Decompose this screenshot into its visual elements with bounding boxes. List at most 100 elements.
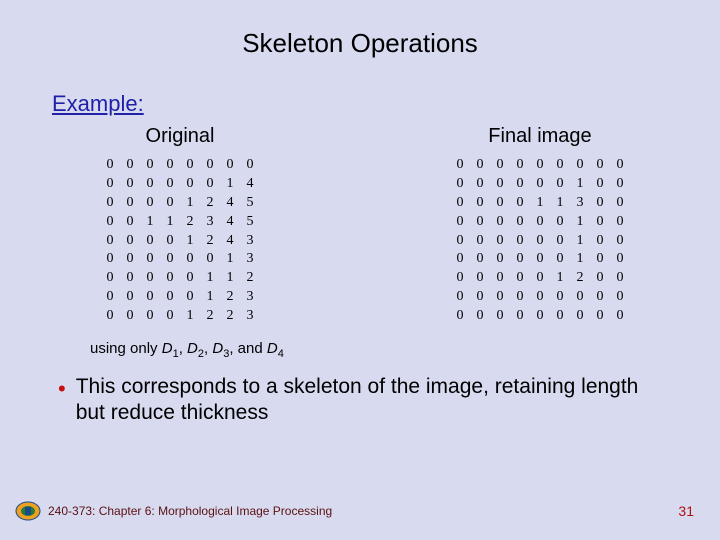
matrix-cell: 0 (490, 232, 510, 251)
matrix-cell: 0 (490, 288, 510, 307)
matrix-cell: 2 (220, 307, 240, 326)
matrix-cell: 0 (610, 307, 630, 326)
matrix-cell: 0 (510, 307, 530, 326)
matrix-cell: 0 (490, 269, 510, 288)
matrix-cell: 0 (470, 194, 490, 213)
matrix-cell: 0 (570, 307, 590, 326)
matrix-cell: 0 (530, 156, 550, 175)
matrix-row: 00000112 (100, 269, 260, 288)
footer-text: 240-373: Chapter 6: Morphological Image … (48, 504, 678, 518)
matrix-cell: 0 (120, 156, 140, 175)
matrix-cell: 1 (180, 194, 200, 213)
matrix-cell: 0 (450, 175, 470, 194)
matrix-row: 00001245 (100, 194, 260, 213)
matrix-cell: 0 (120, 232, 140, 251)
matrix-cell: 3 (240, 250, 260, 269)
matrix-cell: 0 (510, 194, 530, 213)
matrix-cell: 0 (450, 194, 470, 213)
matrix-row: 00001223 (100, 307, 260, 326)
matrix-cell: 3 (240, 307, 260, 326)
matrix-cell: 0 (160, 232, 180, 251)
matrix-cell: 0 (610, 194, 630, 213)
matrix-cell: 3 (240, 288, 260, 307)
matrix-cell: 4 (240, 175, 260, 194)
matrix-cell: 0 (590, 175, 610, 194)
matrix-cell: 0 (120, 288, 140, 307)
matrix-cell: 0 (450, 232, 470, 251)
original-header: Original (0, 125, 360, 148)
matrix-cell: 0 (510, 175, 530, 194)
matrix-cell: 0 (570, 156, 590, 175)
bullet-list: • This corresponds to a skeleton of the … (58, 374, 670, 427)
matrix-row: 000000100 (450, 232, 630, 251)
matrix-cell: 0 (100, 194, 120, 213)
matrix-cell: 1 (550, 269, 570, 288)
matrix-cell: 0 (470, 288, 490, 307)
matrix-cell: 0 (550, 250, 570, 269)
example-label: Example: (52, 91, 720, 117)
matrix-cell: 0 (470, 175, 490, 194)
footer: 240-373: Chapter 6: Morphological Image … (0, 500, 720, 522)
matrix-cell: 0 (510, 288, 530, 307)
matrix-cell: 0 (590, 232, 610, 251)
matrix-cell: 0 (590, 194, 610, 213)
matrix-cell: 0 (160, 194, 180, 213)
matrix-row: 000000000 (450, 307, 630, 326)
matrix-cell: 0 (140, 175, 160, 194)
matrix-cell: 0 (160, 307, 180, 326)
matrix-cell: 4 (220, 232, 240, 251)
matrix-cell: 1 (180, 232, 200, 251)
matrix-cell: 0 (100, 213, 120, 232)
matrix-cell: 0 (100, 307, 120, 326)
matrix-cell: 0 (510, 232, 530, 251)
matrix-cell: 0 (550, 175, 570, 194)
matrix-row: 000000100 (450, 250, 630, 269)
matrix-cell: 0 (140, 194, 160, 213)
matrix-cell: 1 (140, 213, 160, 232)
matrix-cell: 2 (220, 288, 240, 307)
matrix-cell: 0 (180, 288, 200, 307)
matrix-row: 000001200 (450, 269, 630, 288)
math-subscript: 2 (198, 348, 204, 360)
matrix-cell: 0 (610, 232, 630, 251)
matrix-row: 000011300 (450, 194, 630, 213)
matrix-cell: 0 (610, 288, 630, 307)
matrix-cell: 1 (180, 307, 200, 326)
using-line: using only D1, D2, D3, and D4 (90, 340, 720, 360)
matrix-cell: 0 (450, 156, 470, 175)
matrix-row: 000000000 (450, 156, 630, 175)
matrix-row: 00000123 (100, 288, 260, 307)
math-symbol: D (162, 340, 173, 357)
matrix-cell: 0 (530, 269, 550, 288)
matrix-cell: 0 (140, 250, 160, 269)
matrix-cell: 0 (180, 250, 200, 269)
matrix-cell: 0 (450, 288, 470, 307)
matrix-row: 000000000 (450, 288, 630, 307)
matrix-cell: 0 (470, 269, 490, 288)
matrix-cell: 0 (450, 250, 470, 269)
matrix-cell: 1 (530, 194, 550, 213)
matrix-cell: 0 (100, 156, 120, 175)
matrix-cell: 0 (240, 156, 260, 175)
matrix-cell: 0 (530, 250, 550, 269)
matrix-cell: 0 (140, 232, 160, 251)
footer-logo-icon (14, 500, 42, 522)
matrix-cell: 2 (180, 213, 200, 232)
matrix-cell: 0 (610, 213, 630, 232)
matrix-cell: 0 (200, 250, 220, 269)
matrix-cell: 1 (200, 269, 220, 288)
matrix-cell: 0 (590, 307, 610, 326)
matrix-cell: 0 (100, 175, 120, 194)
matrix-cell: 0 (550, 156, 570, 175)
matrix-cell: 0 (180, 269, 200, 288)
matrix-cell: 0 (140, 307, 160, 326)
final-matrix: 0000000000000001000000113000000001000000… (450, 156, 630, 326)
matrix-cell: 0 (450, 307, 470, 326)
matrix-cell: 0 (490, 175, 510, 194)
matrix-cell: 0 (180, 156, 200, 175)
matrix-cell: 0 (610, 269, 630, 288)
matrix-cell: 0 (120, 307, 140, 326)
matrix-cell: 0 (510, 213, 530, 232)
matrix-cell: 0 (510, 156, 530, 175)
math-symbol: D (267, 340, 278, 357)
